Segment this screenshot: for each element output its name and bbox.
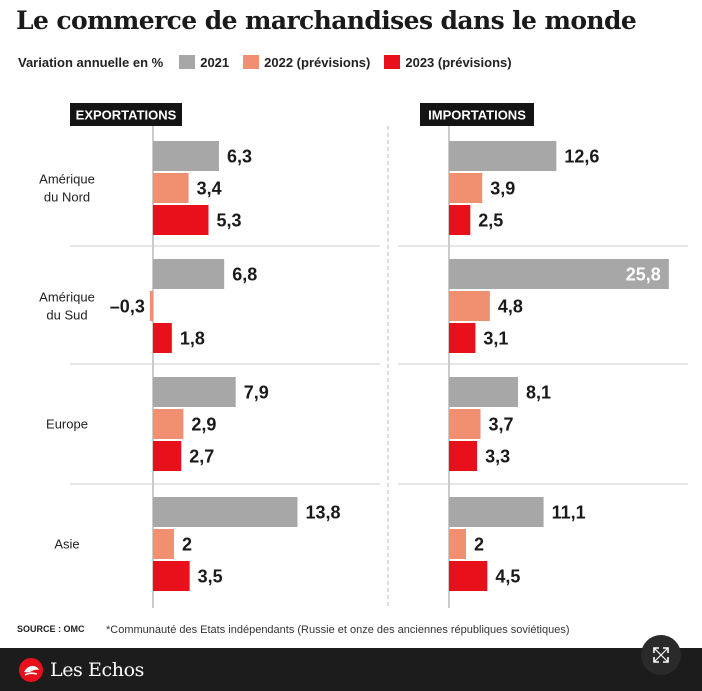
- bar-importations-europe-2023-previsions: [449, 441, 478, 471]
- category-label-amerique-du-nord-line1: Amérique: [39, 172, 95, 187]
- bar-importations-europe-2021: [449, 377, 519, 407]
- panel-tab-importations: [420, 103, 534, 126]
- chart-title: Le commerce de marchandises dans le mond…: [16, 6, 637, 35]
- bar-importations-amerique-du-nord-2022-previsions: [449, 173, 483, 203]
- value-label-exportations-europe-2021: 7,9: [244, 383, 269, 403]
- bar-importations-amerique-du-sud-2022-previsions: [449, 291, 490, 321]
- bar-exportations-asie-2022-previsions: [153, 529, 174, 559]
- value-label-exportations-amerique-du-nord-2021: 6,3: [227, 147, 252, 167]
- legend-item-2023: 2023 (prévisions): [384, 54, 512, 70]
- bar-exportations-amerique-du-sud-2022-previsions: [149, 291, 153, 321]
- legend: Variation annuelle en % 2021 2022 (prévi…: [18, 53, 526, 71]
- bar-exportations-amerique-du-nord-2022-previsions: [153, 173, 189, 203]
- value-label-importations-europe-2022-previsions: 3,7: [489, 415, 514, 435]
- value-label-importations-asie-2022-previsions: 2: [474, 535, 484, 555]
- value-label-importations-europe-2021: 8,1: [526, 383, 551, 403]
- legend-text-2023: 2023 (prévisions): [405, 54, 512, 70]
- value-label-importations-asie-2023-previsions: 4,5: [495, 567, 520, 587]
- bar-importations-asie-2021: [449, 497, 544, 527]
- value-label-exportations-amerique-du-sud-2021: 6,8: [232, 265, 257, 285]
- source-label: SOURCE : OMC: [17, 624, 85, 634]
- value-label-exportations-europe-2023-previsions: 2,7: [189, 447, 214, 467]
- brand-name: Les Echos: [50, 659, 144, 681]
- legend-text-2021: 2021: [200, 54, 230, 70]
- bar-importations-europe-2022-previsions: [449, 409, 481, 439]
- bar-exportations-amerique-du-sud-2021: [153, 259, 225, 289]
- echos-emblem-icon: [19, 658, 43, 682]
- value-label-exportations-amerique-du-nord-2023-previsions: 5,3: [216, 211, 241, 231]
- value-label-exportations-europe-2022-previsions: 2,9: [191, 415, 216, 435]
- bar-importations-amerique-du-sud-2023-previsions: [449, 323, 476, 353]
- footnote: *Communauté des Etats indépendants (Russ…: [106, 624, 570, 636]
- value-label-exportations-amerique-du-sud-2022-previsions: –0,3: [110, 297, 145, 317]
- panel-tab-exportations: [70, 103, 182, 126]
- bar-exportations-europe-2021: [153, 377, 236, 407]
- category-label-amerique-du-nord-line2: du Nord: [44, 190, 90, 205]
- value-label-importations-asie-2021: 11,1: [552, 503, 586, 523]
- category-label-asie: Asie: [54, 537, 79, 552]
- bar-exportations-amerique-du-nord-2021: [153, 141, 219, 171]
- bar-importations-amerique-du-nord-2021: [449, 141, 557, 171]
- bar-exportations-europe-2022-previsions: [153, 409, 184, 439]
- value-label-importations-amerique-du-sud-2021: 25,8: [626, 265, 661, 285]
- value-label-importations-amerique-du-sud-2023-previsions: 3,1: [483, 329, 508, 349]
- brand-logo: Les Echos: [18, 657, 144, 683]
- value-label-exportations-asie-2022-previsions: 2: [182, 535, 192, 555]
- value-label-importations-amerique-du-sud-2022-previsions: 4,8: [498, 297, 523, 317]
- value-label-exportations-asie-2023-previsions: 3,5: [198, 567, 223, 587]
- legend-item-2022: 2022 (prévisions): [243, 55, 370, 70]
- bar-exportations-amerique-du-nord-2023-previsions: [153, 205, 209, 235]
- category-label-europe: Europe: [46, 417, 88, 432]
- value-label-importations-europe-2023-previsions: 3,3: [485, 447, 510, 467]
- legend-swatch-2022: [243, 55, 260, 69]
- bar-importations-asie-2023-previsions: [449, 561, 488, 591]
- legend-item-2021: 2021: [179, 55, 229, 70]
- value-label-importations-amerique-du-nord-2023-previsions: 2,5: [478, 211, 503, 231]
- category-label-amerique-du-sud-line1: Amérique: [39, 290, 95, 305]
- panel-title-exportations: EXPORTATIONS: [76, 108, 177, 123]
- legend-swatch-2023: [384, 55, 401, 69]
- value-label-importations-amerique-du-nord-2022-previsions: 3,9: [490, 179, 515, 199]
- bar-exportations-asie-2023-previsions: [153, 561, 190, 591]
- panel-title-importations: IMPORTATIONS: [428, 108, 526, 123]
- bar-chart: EXPORTATIONS 6,3 6,8 7,9 13,8 3,4 –0,3 2,9 2 5,3 1…: [39, 103, 688, 608]
- value-label-exportations-amerique-du-nord-2022-previsions: 3,4: [197, 179, 222, 199]
- category-label-amerique-du-sud-line2: du Sud: [46, 308, 87, 323]
- legend-swatch-2021: [179, 55, 196, 69]
- bar-importations-asie-2022-previsions: [449, 529, 467, 559]
- expand-button[interactable]: [641, 635, 681, 675]
- bar-exportations-amerique-du-sud-2023-previsions: [153, 323, 172, 353]
- value-label-exportations-asie-2021: 13,8: [305, 503, 340, 523]
- bar-exportations-asie-2021: [153, 497, 298, 527]
- footer-bar: Les Echos: [0, 648, 702, 691]
- bar-importations-amerique-du-sud-2021: [449, 259, 669, 289]
- legend-label: Variation annuelle en %: [18, 54, 164, 70]
- bar-exportations-europe-2023-previsions: [153, 441, 182, 471]
- legend-text-2022: 2022 (prévisions): [264, 54, 371, 70]
- bar-importations-amerique-du-nord-2023-previsions: [449, 205, 471, 235]
- value-label-importations-amerique-du-nord-2021: 12,6: [564, 147, 599, 167]
- value-label-exportations-amerique-du-sud-2023-previsions: 1,8: [180, 329, 205, 349]
- expand-icon: [653, 647, 669, 663]
